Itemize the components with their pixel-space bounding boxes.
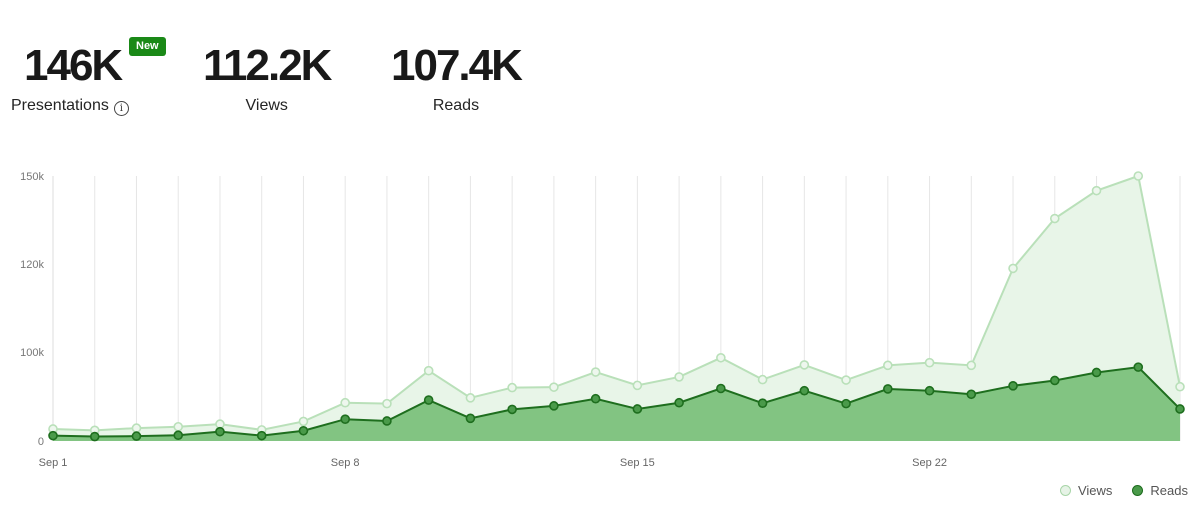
line-reads: [52, 366, 1181, 438]
point-reads: [423, 395, 434, 405]
point-views: [716, 352, 726, 363]
line-views: [52, 174, 1181, 432]
point-reads: [256, 430, 267, 441]
point-reads: [507, 404, 517, 415]
point-reads: [173, 430, 184, 441]
point-views: [632, 380, 643, 391]
point-views: [173, 421, 184, 432]
point-reads: [131, 431, 142, 441]
point-reads: [757, 398, 768, 408]
new-badge: New: [129, 37, 166, 56]
point-views: [131, 423, 142, 433]
point-views: [507, 382, 517, 393]
stat-views: 112.2K Views: [203, 40, 332, 115]
point-reads: [1008, 381, 1018, 391]
point-reads: [1049, 375, 1060, 386]
point-reads: [549, 401, 559, 411]
x-tick-label: Sep 22: [912, 457, 947, 469]
point-reads: [841, 398, 851, 409]
point-reads: [799, 385, 810, 396]
point-views: [465, 393, 476, 403]
point-reads: [1175, 404, 1185, 414]
point-reads: [1091, 367, 1102, 378]
x-tick-label: Sep 1: [39, 457, 68, 469]
point-views: [340, 397, 350, 408]
point-views: [1091, 185, 1102, 196]
point-reads: [382, 416, 392, 426]
point-reads: [716, 383, 726, 394]
area-views: [53, 176, 1180, 441]
info-icon[interactable]: i: [113, 101, 129, 116]
point-views: [841, 375, 851, 385]
stat-presentations: 146K Presentations i: [11, 40, 129, 116]
point-reads: [590, 393, 601, 404]
y-tick-label: 0: [38, 436, 44, 448]
point-reads: [298, 425, 309, 436]
legend-label-views: Views: [1077, 483, 1113, 498]
y-tick-label: 120k: [20, 259, 44, 271]
point-reads: [48, 430, 58, 441]
y-tick-label: 150k: [20, 171, 44, 183]
point-views: [757, 374, 768, 385]
point-views: [799, 360, 810, 370]
point-reads: [924, 385, 935, 396]
point-reads: [89, 431, 100, 442]
stat-reads: 107.4K Reads: [391, 40, 523, 115]
legend-dot-views-icon: [1059, 485, 1071, 496]
legend-item-views[interactable]: Views: [1059, 483, 1113, 498]
point-views: [1049, 213, 1060, 224]
point-views: [382, 398, 392, 409]
legend-item-reads[interactable]: Reads: [1132, 483, 1188, 498]
presentations-label-row: Presentations i: [11, 97, 129, 116]
area-chart: 0 100k 120k 150k Sep 1 Sep 8 Sep 15 Sep 22: [20, 171, 1185, 469]
x-tick-label: Sep 15: [620, 457, 655, 469]
reads-label: Reads: [432, 97, 480, 114]
y-tick-label: 100k: [20, 347, 44, 359]
presentations-label: Presentations: [11, 97, 109, 114]
point-views: [549, 382, 559, 392]
point-reads: [1133, 362, 1144, 372]
point-reads: [883, 384, 893, 394]
point-reads: [340, 414, 350, 424]
point-reads: [966, 389, 977, 400]
views-label: Views: [245, 97, 288, 114]
point-reads: [215, 426, 225, 437]
views-value: 112.2K: [203, 41, 332, 90]
point-reads: [465, 413, 476, 424]
point-views: [298, 416, 309, 427]
point-reads: [632, 404, 643, 414]
point-views: [1175, 381, 1185, 392]
point-views: [1008, 263, 1018, 274]
presentations-value: 146K: [24, 41, 123, 90]
reads-value: 107.4K: [391, 41, 523, 90]
legend-label-reads: Reads: [1150, 483, 1188, 498]
legend-dot-reads-icon: [1132, 485, 1144, 496]
point-views: [883, 360, 893, 371]
point-views: [1133, 171, 1144, 181]
point-views: [590, 367, 601, 377]
x-tick-label: Sep 8: [331, 457, 360, 469]
point-views: [966, 360, 977, 371]
point-views: [674, 372, 684, 382]
point-views: [423, 365, 434, 376]
point-reads: [674, 397, 684, 408]
chart-legend: Views Reads: [1059, 483, 1188, 498]
point-views: [924, 357, 935, 368]
